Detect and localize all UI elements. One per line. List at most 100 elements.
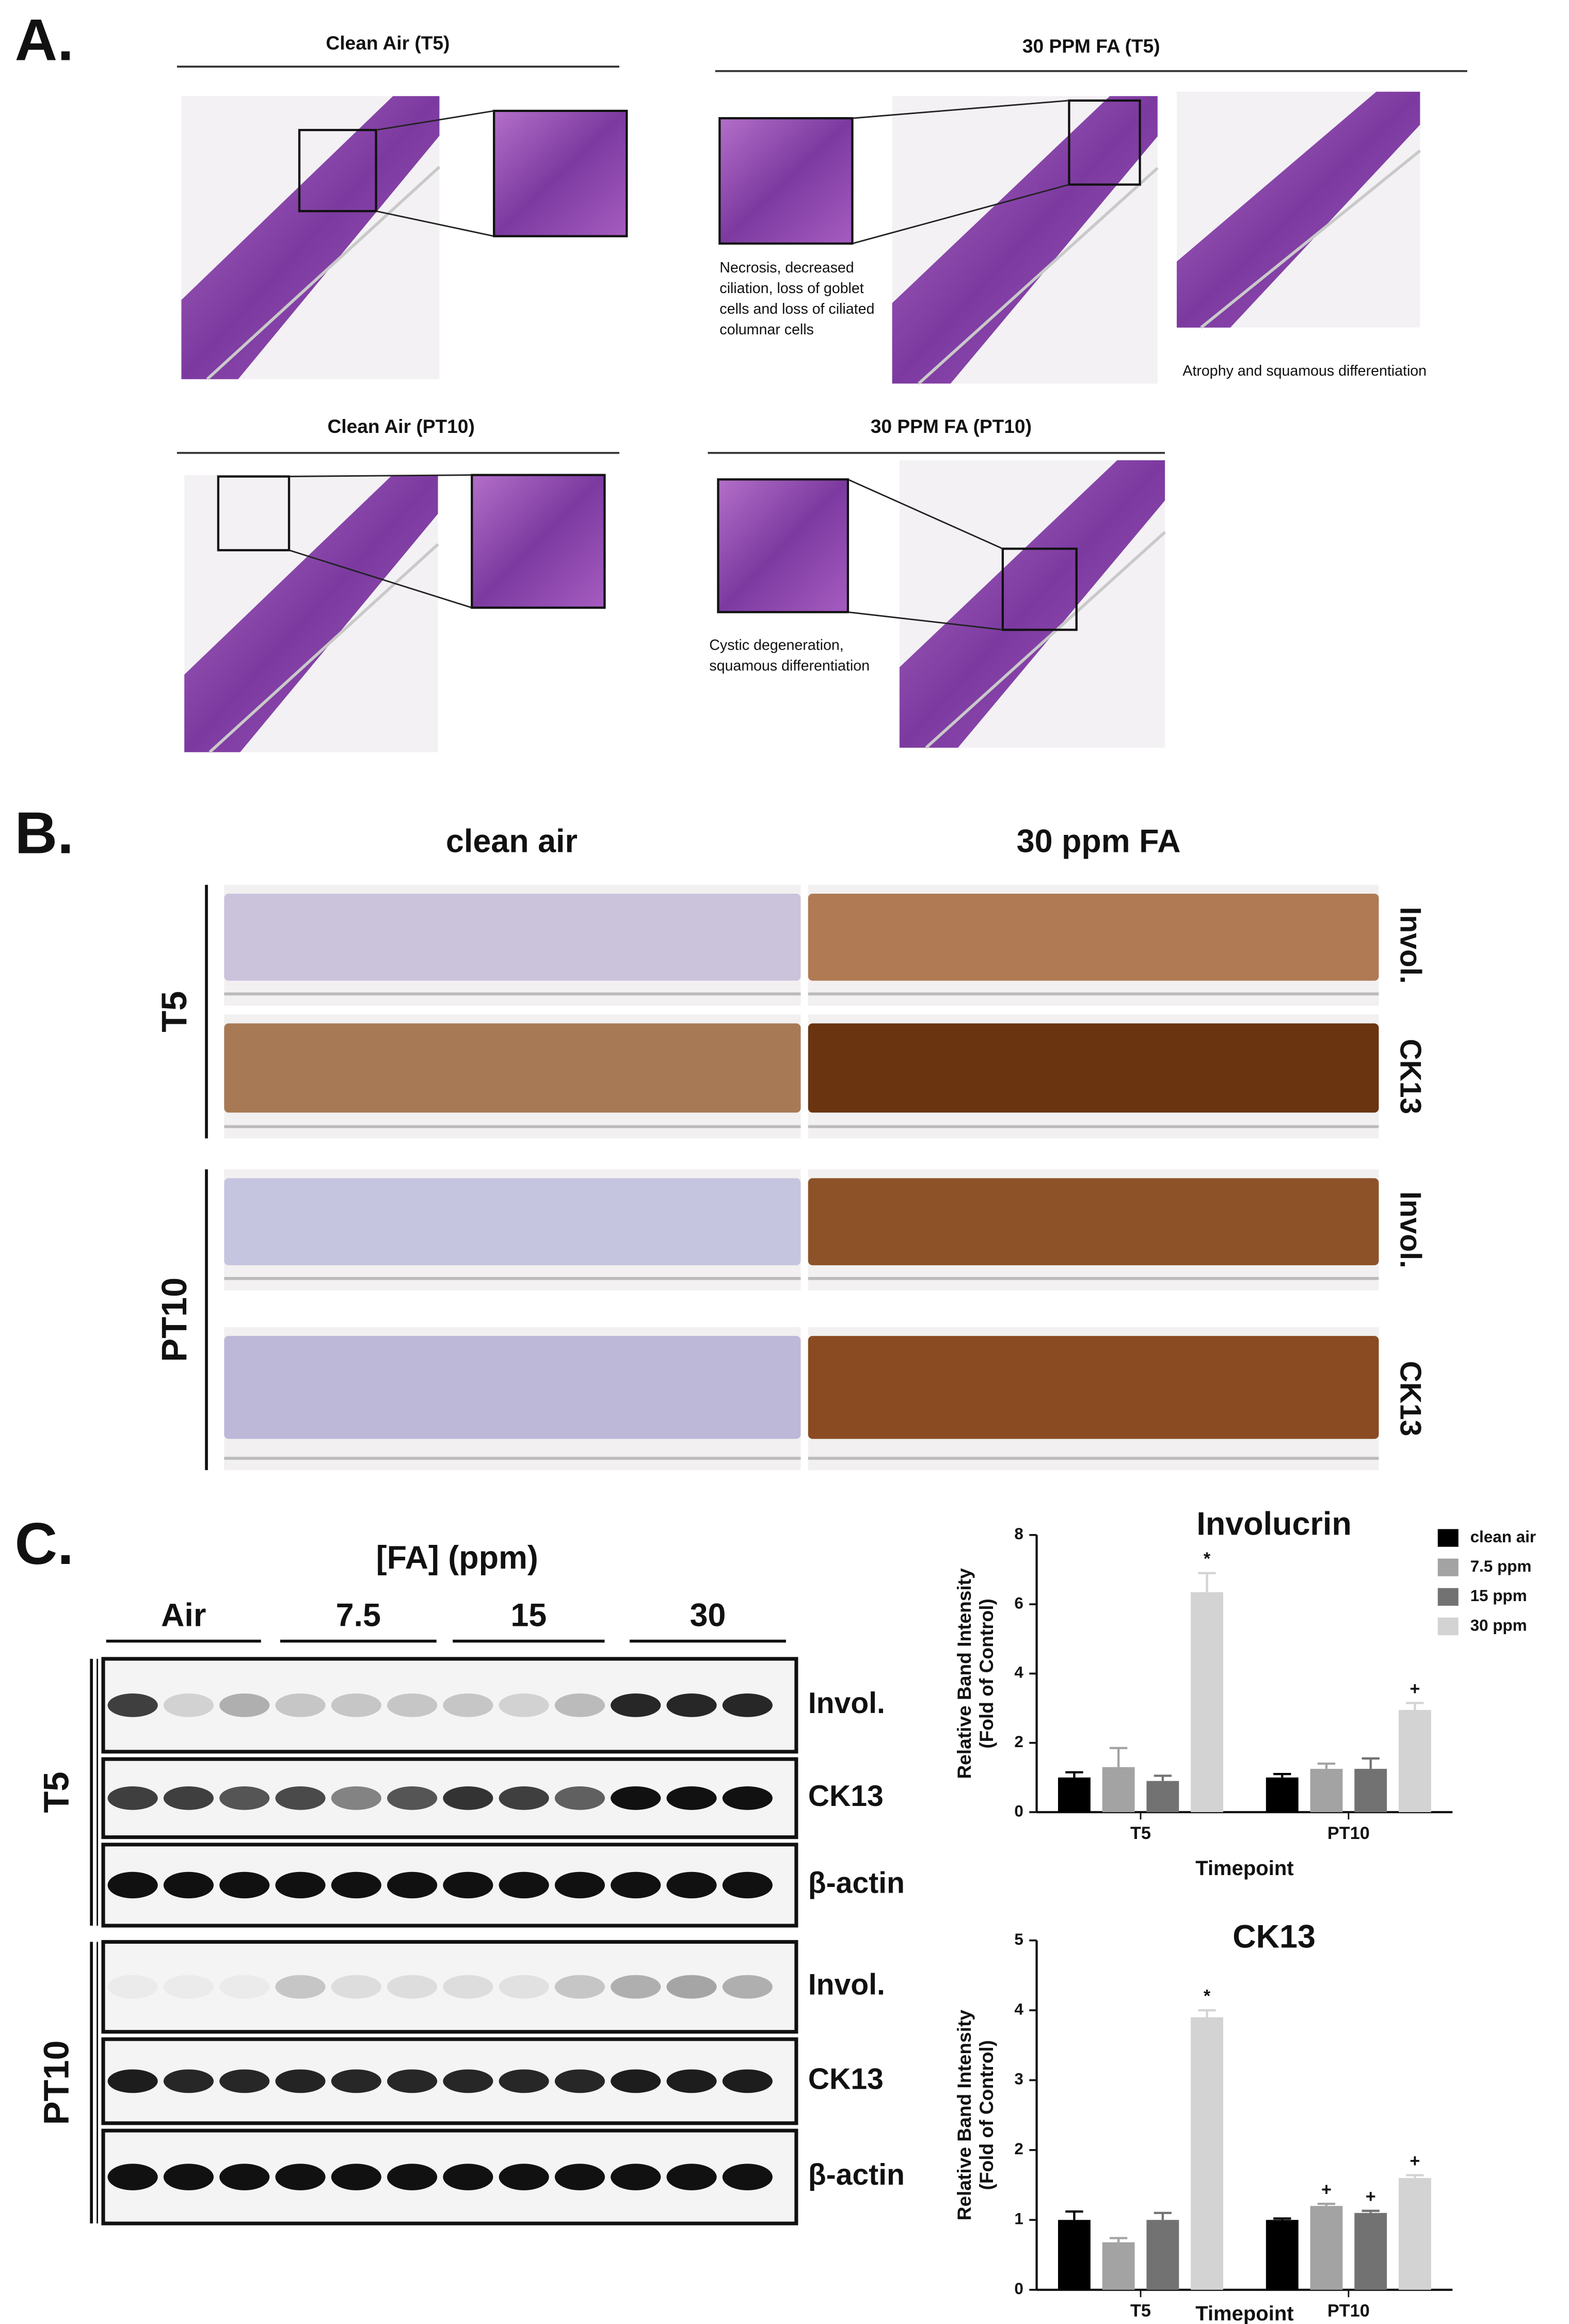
y-tick-label: 4	[1014, 2000, 1023, 2018]
caption: Cystic degeneration,	[709, 637, 843, 654]
caption: squamous differentiation	[709, 658, 870, 674]
section-title: 30 PPM FA (T5)	[1022, 35, 1160, 57]
y-axis-label: Relative Band Intensity	[953, 2010, 975, 2221]
ihc-tissue	[224, 1178, 801, 1266]
legend-label: clean air	[1470, 1528, 1536, 1546]
blot-band	[331, 1693, 381, 1717]
panel-label: C.	[15, 1511, 74, 1577]
blot-band	[219, 1693, 270, 1717]
blot-band	[219, 1871, 270, 1899]
zoom-connector	[376, 110, 494, 131]
caption: Atrophy and squamous differentiation	[1182, 363, 1427, 379]
blot-band	[219, 2164, 270, 2190]
section-title: Clean Air (T5)	[326, 32, 450, 54]
blot-band	[499, 1786, 549, 1810]
blot-band	[554, 1871, 605, 1899]
histology-inset	[493, 109, 628, 237]
legend-swatch	[1437, 1529, 1459, 1547]
blot-band	[722, 2164, 773, 2190]
legend-swatch	[1437, 1588, 1459, 1606]
significance-marker: *	[1204, 1986, 1211, 2006]
caption: Necrosis, decreased	[719, 260, 854, 276]
blot-band	[331, 2164, 381, 2190]
stain-label: Invol.	[1394, 907, 1427, 983]
chart-title: CK13	[1232, 1918, 1316, 1955]
blot-band	[611, 2164, 661, 2190]
histology-inset	[718, 117, 854, 245]
ihc-tissue	[808, 1023, 1379, 1113]
blot-band	[554, 2069, 605, 2093]
section-title: 30 PPM FA (PT10)	[871, 415, 1032, 437]
blot-band	[611, 2069, 661, 2093]
blot-band	[163, 1871, 214, 1899]
blot-band	[387, 2164, 438, 2190]
caption: columnar cells	[719, 321, 814, 338]
dose-label: 7.5	[336, 1597, 381, 1633]
blot-band	[275, 1975, 326, 1999]
blot-band	[666, 2164, 717, 2190]
zoom-connector	[852, 100, 1069, 119]
timepoint-label: T5	[154, 991, 194, 1032]
zoom-connector	[852, 184, 1069, 245]
timepoint-label: T5	[36, 1771, 76, 1813]
caption: ciliation, loss of goblet	[719, 280, 863, 297]
protein-label: β-actin	[808, 2158, 905, 2191]
bar	[1266, 2220, 1299, 2290]
blot-band	[611, 1693, 661, 1717]
blot-band	[666, 1786, 717, 1810]
panel-label: B.	[15, 801, 74, 866]
y-axis-label: (Fold of Control)	[975, 1599, 997, 1749]
blot-band	[722, 1975, 773, 1999]
protein-label: β-actin	[808, 1867, 905, 1900]
blot-band	[554, 1786, 605, 1810]
y-tick-label: 5	[1014, 1930, 1023, 1948]
blot-band	[387, 2069, 438, 2093]
bar	[1191, 1592, 1223, 1812]
stain-label: CK13	[1394, 1361, 1427, 1437]
ihc-tissue	[224, 894, 801, 981]
tissue	[899, 460, 1165, 748]
ihc-tissue	[224, 1336, 801, 1439]
blot-band	[387, 1871, 438, 1899]
blot-band	[275, 2069, 326, 2093]
significance-marker: +	[1410, 2151, 1420, 2171]
blot-band	[611, 1871, 661, 1899]
x-tick-label: T5	[1130, 1823, 1151, 1843]
blot-band	[443, 1871, 493, 1899]
blot-band	[331, 1786, 381, 1810]
zoom-connector	[289, 549, 472, 609]
bar	[1058, 1777, 1091, 1812]
tissue	[1177, 91, 1420, 328]
bar	[1058, 2220, 1091, 2290]
x-axis-label: Timepoint	[1195, 1857, 1293, 1880]
blot-band	[666, 2069, 717, 2093]
legend-swatch	[1437, 1558, 1459, 1576]
timepoint-label: PT10	[154, 1278, 194, 1362]
blot	[101, 1940, 798, 2034]
significance-marker: *	[1204, 1549, 1211, 1569]
blot-band	[275, 1693, 326, 1717]
section-title: Clean Air (PT10)	[327, 415, 474, 437]
blot-band	[331, 1975, 381, 1999]
y-tick-label: 2	[1014, 2140, 1023, 2158]
y-tick-label: 3	[1014, 2070, 1023, 2088]
ihc-tissue	[808, 1336, 1379, 1439]
timepoint-label: PT10	[36, 2040, 76, 2125]
histology-inset	[717, 478, 849, 614]
x-tick-label: PT10	[1327, 2301, 1370, 2321]
blot-band	[163, 2069, 214, 2093]
blot-band	[611, 1786, 661, 1810]
blot-band	[163, 1786, 214, 1810]
blot-band	[275, 2164, 326, 2190]
significance-marker: +	[1410, 1679, 1420, 1699]
bar	[1146, 1781, 1179, 1812]
blot-band	[163, 1693, 214, 1717]
bar	[1399, 1709, 1431, 1812]
blot-band	[107, 1871, 158, 1899]
blot-band	[443, 1693, 493, 1717]
blot-band	[443, 1786, 493, 1810]
stain-label: CK13	[1394, 1039, 1427, 1114]
blot-band	[275, 1786, 326, 1810]
